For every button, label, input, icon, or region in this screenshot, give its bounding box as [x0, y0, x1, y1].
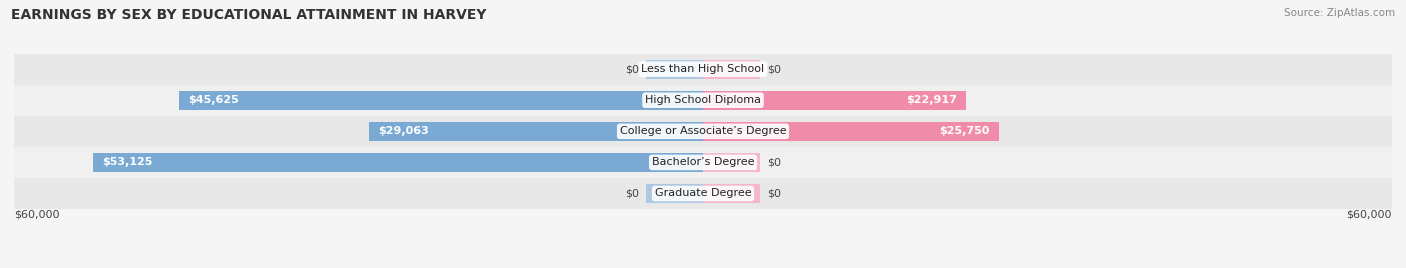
Text: $60,000: $60,000: [14, 209, 59, 219]
Bar: [14, 116, 1392, 147]
Text: High School Diploma: High School Diploma: [645, 95, 761, 105]
Bar: [703, 184, 761, 203]
Text: Less than High School: Less than High School: [641, 64, 765, 74]
Text: Source: ZipAtlas.com: Source: ZipAtlas.com: [1284, 8, 1395, 18]
Bar: [703, 91, 966, 110]
Bar: [14, 147, 1392, 178]
Bar: [703, 153, 761, 172]
Text: $0: $0: [624, 64, 638, 74]
Bar: [14, 54, 1392, 85]
Bar: [645, 59, 703, 79]
Text: Bachelor’s Degree: Bachelor’s Degree: [652, 157, 754, 168]
Text: $45,625: $45,625: [188, 95, 239, 105]
Bar: [703, 59, 761, 79]
Text: $29,063: $29,063: [378, 126, 429, 136]
Bar: [370, 122, 703, 141]
Text: $0: $0: [624, 188, 638, 199]
Bar: [14, 85, 1392, 116]
Text: $0: $0: [768, 64, 782, 74]
Text: EARNINGS BY SEX BY EDUCATIONAL ATTAINMENT IN HARVEY: EARNINGS BY SEX BY EDUCATIONAL ATTAINMEN…: [11, 8, 486, 22]
Bar: [14, 178, 1392, 209]
Bar: [93, 153, 703, 172]
Text: $0: $0: [768, 157, 782, 168]
Text: Graduate Degree: Graduate Degree: [655, 188, 751, 199]
Bar: [645, 184, 703, 203]
Bar: [179, 91, 703, 110]
Text: $22,917: $22,917: [905, 95, 957, 105]
Text: College or Associate’s Degree: College or Associate’s Degree: [620, 126, 786, 136]
Text: $25,750: $25,750: [939, 126, 990, 136]
Bar: [703, 122, 998, 141]
Text: $60,000: $60,000: [1347, 209, 1392, 219]
Text: $0: $0: [768, 188, 782, 199]
Legend: Male, Female: Male, Female: [640, 265, 766, 268]
Text: $53,125: $53,125: [103, 157, 153, 168]
